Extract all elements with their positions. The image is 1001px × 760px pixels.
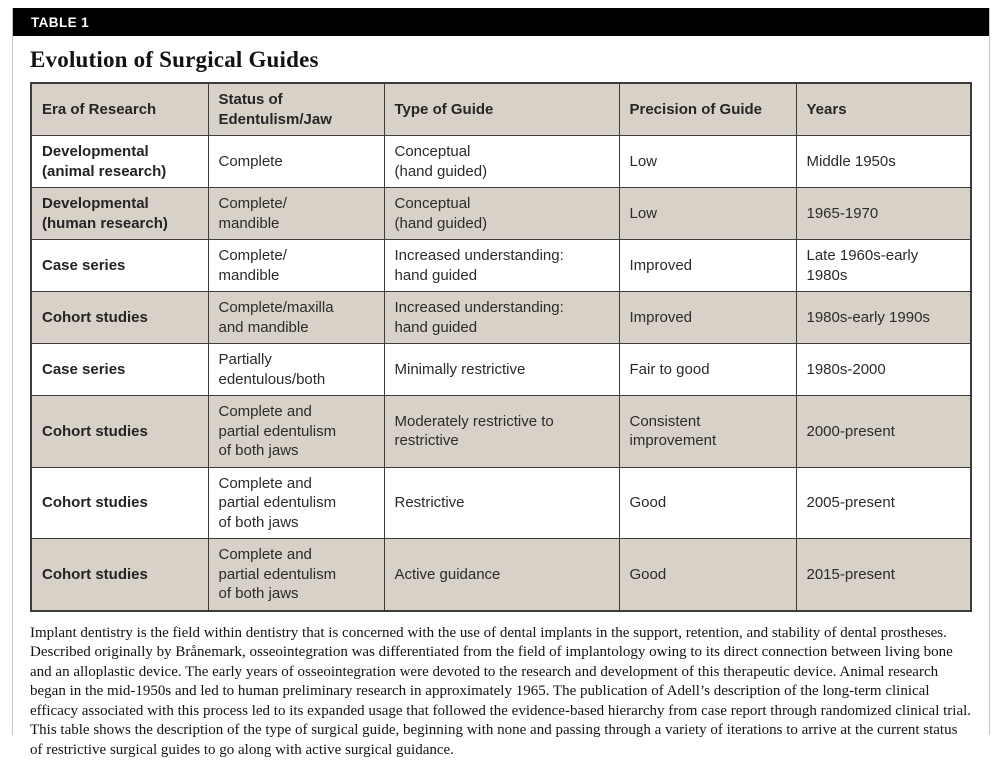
era-cell: Cohort studies <box>31 467 208 539</box>
data-cell: Increased understanding: hand guided <box>384 240 619 292</box>
data-cell: Partially edentulous/both <box>208 344 384 396</box>
article-page: TABLE 1 Evolution of Surgical Guides Era… <box>12 8 990 735</box>
column-header: Type of Guide <box>384 83 619 136</box>
data-cell: 1980s-2000 <box>796 344 971 396</box>
data-cell: Complete <box>208 136 384 188</box>
data-cell: 2015-present <box>796 539 971 611</box>
data-cell: Late 1960s-early 1980s <box>796 240 971 292</box>
data-cell: Restrictive <box>384 467 619 539</box>
table-footnote: Implant dentistry is the field within de… <box>30 624 972 760</box>
data-cell: Complete/maxilla and mandible <box>208 292 384 344</box>
data-cell: Fair to good <box>619 344 796 396</box>
data-cell: Good <box>619 467 796 539</box>
era-cell: Cohort studies <box>31 396 208 468</box>
era-cell: Case series <box>31 344 208 396</box>
data-cell: Complete and partial edentulism of both … <box>208 467 384 539</box>
era-cell: Cohort studies <box>31 292 208 344</box>
data-cell: Increased understanding: hand guided <box>384 292 619 344</box>
table-number-bar: TABLE 1 <box>13 8 989 36</box>
era-cell: Developmental (animal research) <box>31 136 208 188</box>
data-cell: Complete/ mandible <box>208 188 384 240</box>
data-cell: Conceptual (hand guided) <box>384 188 619 240</box>
data-cell: 1965-1970 <box>796 188 971 240</box>
column-header: Years <box>796 83 971 136</box>
table-row: Developmental (human research)Complete/ … <box>31 188 971 240</box>
data-cell: Minimally restrictive <box>384 344 619 396</box>
data-cell: 2005-present <box>796 467 971 539</box>
era-cell: Case series <box>31 240 208 292</box>
column-header: Precision of Guide <box>619 83 796 136</box>
data-cell: Middle 1950s <box>796 136 971 188</box>
column-header: Status of Edentulism/Jaw <box>208 83 384 136</box>
era-cell: Developmental (human research) <box>31 188 208 240</box>
data-cell: 2000-present <box>796 396 971 468</box>
data-cell: Conceptual (hand guided) <box>384 136 619 188</box>
column-header: Era of Research <box>31 83 208 136</box>
data-cell: Good <box>619 539 796 611</box>
table-number-label: TABLE 1 <box>31 15 89 30</box>
data-cell: Complete and partial edentulism of both … <box>208 539 384 611</box>
data-cell: Improved <box>619 240 796 292</box>
data-cell: 1980s-early 1990s <box>796 292 971 344</box>
data-cell: Moderately restrictive to restrictive <box>384 396 619 468</box>
era-cell: Cohort studies <box>31 539 208 611</box>
data-cell: Active guidance <box>384 539 619 611</box>
data-cell: Improved <box>619 292 796 344</box>
data-cell: Consistent improvement <box>619 396 796 468</box>
data-cell: Low <box>619 188 796 240</box>
data-cell: Complete and partial edentulism of both … <box>208 396 384 468</box>
data-cell: Complete/ mandible <box>208 240 384 292</box>
data-cell: Low <box>619 136 796 188</box>
table-content-area: Evolution of Surgical Guides Era of Rese… <box>13 47 989 760</box>
table-title: Evolution of Surgical Guides <box>30 47 971 73</box>
